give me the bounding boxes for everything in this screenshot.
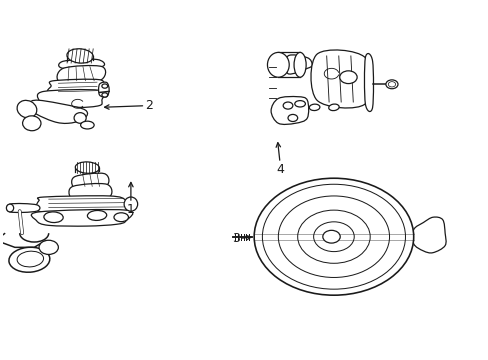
PathPatch shape: [29, 100, 87, 123]
PathPatch shape: [72, 173, 109, 188]
PathPatch shape: [57, 66, 105, 84]
Ellipse shape: [309, 104, 319, 111]
Ellipse shape: [385, 80, 397, 89]
Ellipse shape: [74, 113, 86, 123]
Ellipse shape: [293, 53, 305, 77]
Circle shape: [339, 71, 356, 84]
Ellipse shape: [17, 100, 37, 118]
Circle shape: [102, 93, 107, 97]
Circle shape: [287, 114, 297, 122]
PathPatch shape: [7, 203, 40, 212]
Ellipse shape: [328, 104, 339, 111]
PathPatch shape: [37, 90, 104, 107]
Ellipse shape: [67, 49, 93, 63]
PathPatch shape: [412, 217, 445, 253]
Ellipse shape: [87, 211, 106, 220]
Text: 4: 4: [276, 143, 284, 176]
Ellipse shape: [44, 212, 63, 222]
Ellipse shape: [22, 116, 41, 131]
Ellipse shape: [81, 121, 94, 129]
PathPatch shape: [285, 55, 311, 74]
Ellipse shape: [114, 213, 128, 222]
PathPatch shape: [99, 82, 109, 97]
Text: 3: 3: [231, 232, 250, 245]
PathPatch shape: [31, 210, 133, 226]
PathPatch shape: [310, 50, 371, 108]
Ellipse shape: [124, 197, 138, 211]
Ellipse shape: [17, 251, 43, 267]
Ellipse shape: [9, 247, 50, 272]
Ellipse shape: [294, 100, 305, 107]
PathPatch shape: [364, 54, 373, 112]
Ellipse shape: [75, 162, 99, 173]
Circle shape: [283, 102, 292, 109]
Text: 1: 1: [127, 183, 135, 216]
Ellipse shape: [267, 53, 288, 77]
PathPatch shape: [36, 196, 128, 212]
Ellipse shape: [39, 240, 58, 255]
Ellipse shape: [6, 204, 14, 212]
Circle shape: [102, 84, 107, 88]
Text: 2: 2: [104, 99, 153, 112]
PathPatch shape: [47, 79, 104, 93]
PathPatch shape: [69, 184, 112, 199]
PathPatch shape: [59, 59, 104, 69]
PathPatch shape: [270, 96, 308, 125]
Circle shape: [322, 230, 340, 243]
Circle shape: [254, 178, 413, 295]
